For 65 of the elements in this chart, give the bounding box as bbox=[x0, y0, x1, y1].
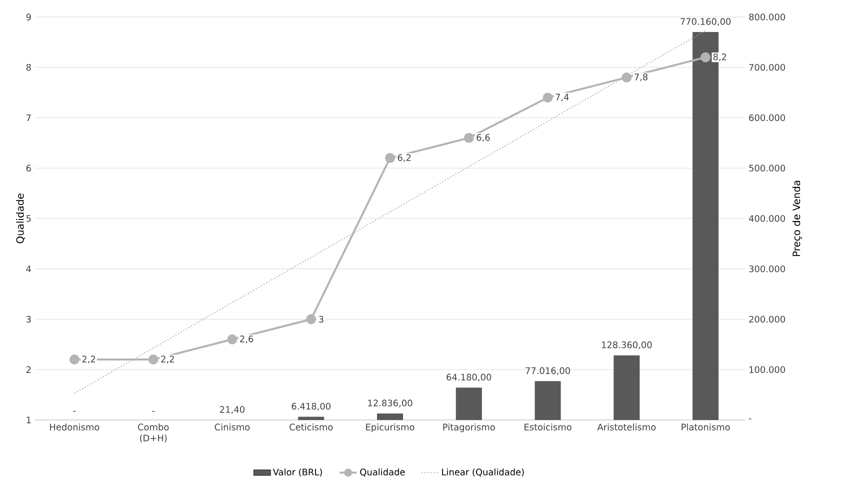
point bbox=[542, 92, 553, 103]
y-tick-label: 2 bbox=[26, 366, 31, 373]
x-tick-label: Aristotelismo bbox=[597, 424, 656, 430]
data-label: 7,4 bbox=[556, 94, 569, 102]
data-label: 2,2 bbox=[82, 356, 96, 364]
y2-tick-label: 800.000 bbox=[749, 14, 785, 20]
data-label: 6,6 bbox=[476, 134, 490, 142]
y-axis-title: Qualidade bbox=[16, 194, 25, 244]
point bbox=[306, 314, 316, 324]
bar bbox=[534, 381, 561, 420]
x-tick-label: Estoicismo bbox=[524, 424, 572, 430]
data-label: 7,8 bbox=[634, 74, 648, 82]
point bbox=[69, 354, 80, 365]
x-tick-label: Combo (D+H) bbox=[138, 424, 169, 442]
data-label: 12.836,00 bbox=[368, 400, 412, 408]
data-label: - bbox=[152, 410, 155, 412]
point bbox=[385, 153, 395, 164]
line-series bbox=[74, 30, 706, 394]
y2-tick-label: 100.000 bbox=[750, 366, 785, 373]
data-label: 64.180,00 bbox=[446, 374, 492, 382]
data-label: 77.016,00 bbox=[526, 367, 570, 375]
point bbox=[148, 354, 158, 365]
x-tick-label: Hedonismo bbox=[50, 424, 100, 430]
data-label: 128.360,00 bbox=[602, 341, 652, 350]
bar bbox=[614, 355, 640, 420]
bar bbox=[298, 416, 324, 420]
legend-label: Valor (BRL) bbox=[272, 468, 322, 476]
data-label: - bbox=[73, 410, 76, 412]
x-tick-label: Ceticismo bbox=[290, 424, 333, 430]
y2-tick-label: 500.000 bbox=[749, 164, 785, 172]
y-tick-label: 5 bbox=[26, 215, 31, 222]
x-tick-label: Pitagorismo bbox=[443, 424, 495, 432]
bar bbox=[376, 414, 404, 420]
y-tick-label: 3 bbox=[26, 316, 31, 323]
data-label: 6.418,00 bbox=[292, 402, 330, 411]
data-label: 2,6 bbox=[240, 336, 254, 344]
x-tick-label: Platonismo bbox=[682, 424, 730, 430]
y2-tick-label: 300.000 bbox=[749, 265, 785, 272]
data-label: 21,40 bbox=[220, 406, 244, 414]
data-label: 770.160,00 bbox=[680, 18, 731, 26]
legend-label: Qualidade bbox=[360, 468, 405, 476]
y2-axis-title: Preço de Venda bbox=[792, 180, 802, 256]
x-tick-label: Epicurismo bbox=[366, 424, 414, 432]
y-tick-label: 1 bbox=[26, 416, 31, 424]
point bbox=[622, 72, 632, 82]
data-label: 3 bbox=[319, 316, 324, 323]
bar bbox=[456, 388, 482, 420]
y-tick-label: 7 bbox=[26, 114, 31, 122]
x-tick-label: Cinismo bbox=[214, 424, 250, 430]
y-tick-label: 8 bbox=[26, 64, 31, 71]
y2-tick-label: - bbox=[748, 418, 752, 420]
legend-label: Linear (Qualidade) bbox=[442, 468, 524, 476]
y2-tick-label: 400.000 bbox=[748, 215, 785, 222]
y2-tick-label: 600.000 bbox=[749, 114, 785, 122]
y-tick-label: 4 bbox=[26, 266, 31, 272]
point bbox=[464, 132, 474, 143]
y-tick-label: 9 bbox=[26, 14, 31, 20]
data-label: 2,2 bbox=[161, 356, 174, 364]
data-label: 8,2 bbox=[713, 53, 726, 62]
y-tick-label: 6 bbox=[26, 164, 31, 172]
data-label: 6,2 bbox=[398, 154, 411, 162]
y2-tick-label: 700.000 bbox=[749, 64, 785, 71]
y2-tick-label: 200.000 bbox=[749, 316, 785, 323]
point bbox=[227, 334, 238, 344]
point bbox=[700, 52, 711, 62]
